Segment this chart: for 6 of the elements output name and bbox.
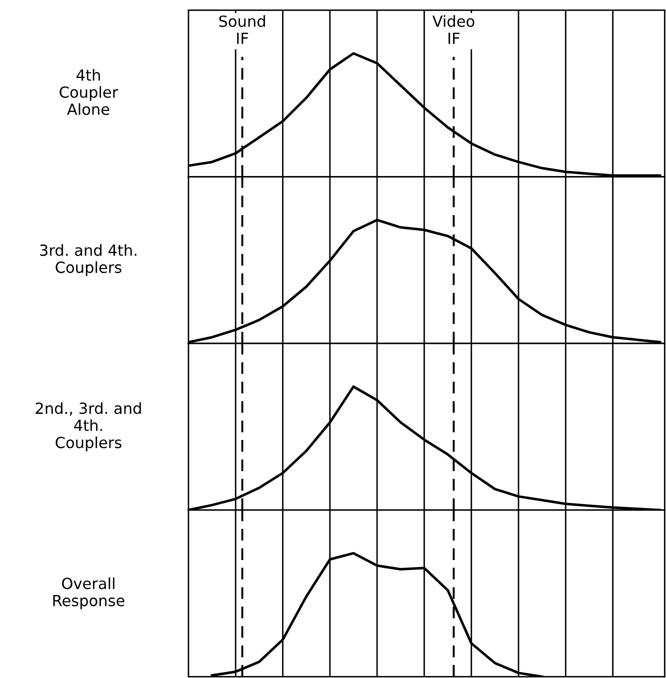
- text: Video IF: [432, 15, 474, 44]
- text: Sound IF: [219, 15, 265, 44]
- y-axis-title: 3rd. and 4th. Couplers: [40, 244, 136, 276]
- y-axis-title: 2nd., 3rd. and 4th. Couplers: [36, 402, 141, 452]
- y-axis-title: 4th Coupler Alone: [60, 68, 118, 116]
- y-axis-title: Overall Response: [53, 577, 124, 610]
